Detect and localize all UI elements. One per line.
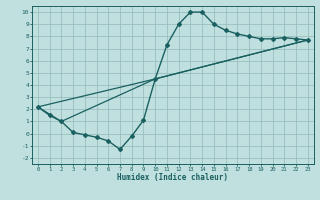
X-axis label: Humidex (Indice chaleur): Humidex (Indice chaleur)	[117, 173, 228, 182]
